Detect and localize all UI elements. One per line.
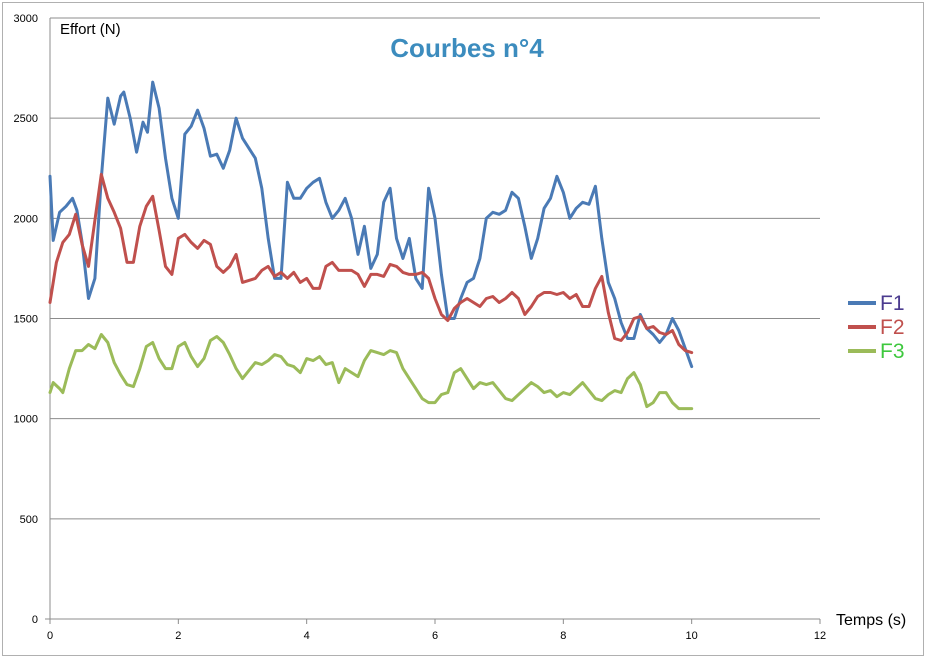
legend-label-f3: F3 <box>880 340 905 363</box>
y-tick-label: 2000 <box>14 213 38 225</box>
legend-label-f1: F1 <box>880 292 905 315</box>
chart-title: Courbes n°4 <box>390 33 544 63</box>
x-tick-label: 4 <box>304 630 310 642</box>
x-tick-label: 2 <box>175 630 181 642</box>
y-tick-label: 3000 <box>14 13 38 25</box>
x-tick-label: 10 <box>686 630 698 642</box>
y-axis-label: Effort (N) <box>60 21 121 38</box>
x-tick-label: 0 <box>47 630 53 642</box>
y-tick-label: 1000 <box>14 414 38 426</box>
y-tick-label: 2500 <box>14 113 38 125</box>
series-line-f3 <box>48 333 694 411</box>
x-tick-label: 8 <box>560 630 566 642</box>
y-tick-label: 500 <box>20 514 38 526</box>
x-axis-label: Temps (s) <box>836 612 906 629</box>
y-tick-labels: 0 500 1000 1500 2000 2500 3000 <box>14 13 38 626</box>
series-line-f2 <box>48 172 694 355</box>
y-tick-label: 0 <box>32 614 38 626</box>
legend-label-f2: F2 <box>880 316 905 339</box>
y-tick-label: 1500 <box>14 314 38 326</box>
axes <box>45 18 821 624</box>
x-tick-label: 12 <box>814 630 826 642</box>
x-tick-label: 6 <box>432 630 438 642</box>
series-lines <box>48 80 694 411</box>
series-line-f1 <box>48 80 694 369</box>
x-tick-labels: 0 2 4 6 8 10 12 <box>47 630 826 642</box>
